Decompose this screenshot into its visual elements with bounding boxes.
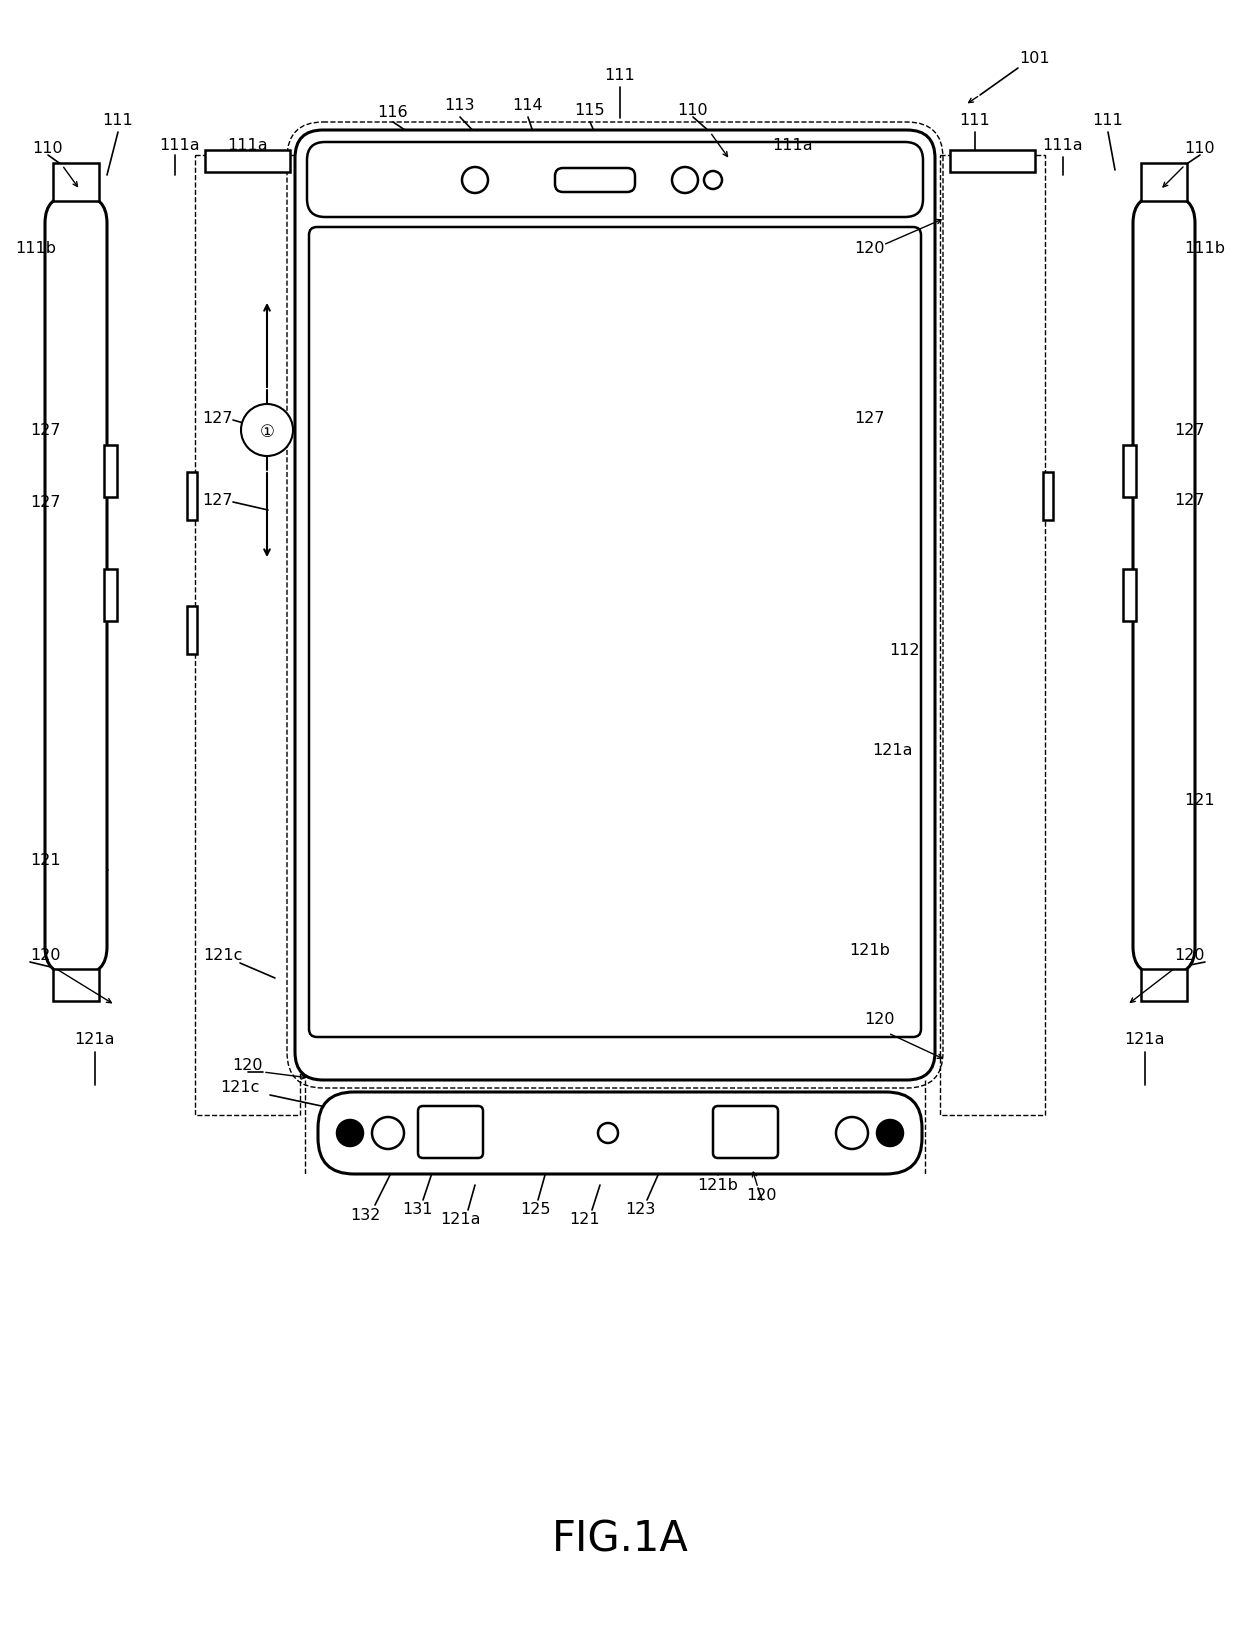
Text: 111a: 111a	[228, 137, 268, 152]
Text: 115: 115	[574, 103, 605, 118]
Text: 121c: 121c	[221, 1080, 259, 1095]
Text: 120: 120	[864, 1013, 895, 1028]
FancyBboxPatch shape	[45, 194, 107, 975]
Text: 127: 127	[854, 410, 885, 425]
Text: 110: 110	[32, 141, 63, 155]
Circle shape	[836, 1118, 868, 1149]
Text: 116: 116	[378, 105, 408, 119]
Text: 121c: 121c	[203, 948, 243, 962]
FancyBboxPatch shape	[317, 1092, 923, 1173]
Text: 111: 111	[103, 113, 134, 127]
FancyBboxPatch shape	[309, 227, 921, 1038]
Text: 111a: 111a	[160, 137, 201, 152]
FancyBboxPatch shape	[286, 123, 942, 1088]
Text: FIG.1A: FIG.1A	[552, 1520, 688, 1560]
Text: 114: 114	[512, 98, 543, 113]
Text: 113: 113	[445, 98, 475, 113]
Text: 101: 101	[1019, 51, 1050, 65]
Circle shape	[598, 1123, 618, 1144]
Bar	[195, 155, 300, 1114]
Circle shape	[337, 1119, 363, 1145]
Bar	[104, 569, 117, 621]
Text: 125: 125	[520, 1203, 551, 1217]
FancyBboxPatch shape	[308, 142, 923, 217]
Text: 111a: 111a	[773, 137, 813, 152]
Bar	[104, 444, 117, 497]
Text: 121b: 121b	[698, 1178, 739, 1193]
Text: ①: ①	[259, 423, 274, 441]
Text: 121a: 121a	[440, 1212, 480, 1227]
Text: 121b: 121b	[849, 943, 890, 958]
Text: 120: 120	[30, 948, 61, 962]
Text: 132: 132	[350, 1208, 381, 1222]
Text: 121: 121	[30, 853, 61, 868]
Bar	[187, 606, 197, 654]
Text: 127: 127	[1174, 492, 1205, 508]
Text: 111: 111	[1092, 113, 1123, 127]
Text: 131: 131	[403, 1203, 433, 1217]
Bar	[53, 969, 99, 1002]
FancyBboxPatch shape	[1133, 194, 1195, 975]
Circle shape	[463, 167, 489, 193]
Bar	[950, 150, 1035, 172]
Text: 121a: 121a	[1125, 1033, 1166, 1047]
Bar	[940, 155, 1045, 1114]
Text: 111: 111	[960, 113, 991, 127]
Text: 120: 120	[1174, 948, 1205, 962]
Text: 120: 120	[746, 1188, 777, 1203]
Circle shape	[241, 404, 293, 456]
Text: 111b: 111b	[15, 240, 56, 255]
FancyBboxPatch shape	[418, 1106, 484, 1159]
Bar	[1141, 163, 1187, 201]
Circle shape	[672, 167, 698, 193]
Text: 127: 127	[203, 410, 233, 425]
Bar	[1141, 969, 1187, 1002]
Text: 120: 120	[854, 240, 885, 255]
FancyBboxPatch shape	[295, 131, 935, 1080]
Circle shape	[877, 1119, 903, 1145]
Text: 121: 121	[1184, 792, 1215, 807]
FancyBboxPatch shape	[713, 1106, 777, 1159]
Text: 110: 110	[1184, 141, 1215, 155]
Bar	[187, 472, 197, 520]
Text: 112: 112	[889, 642, 920, 657]
Bar	[1123, 569, 1136, 621]
Circle shape	[372, 1118, 404, 1149]
Text: 127: 127	[1174, 423, 1205, 438]
Text: 111a: 111a	[1043, 137, 1084, 152]
Bar	[1043, 472, 1053, 520]
Text: 110: 110	[678, 103, 708, 118]
Text: 123: 123	[625, 1203, 655, 1217]
Circle shape	[704, 172, 722, 190]
Text: 121a: 121a	[873, 742, 913, 758]
Bar	[53, 163, 99, 201]
Bar	[205, 150, 290, 172]
Text: 120: 120	[233, 1057, 263, 1072]
Text: 121: 121	[569, 1212, 600, 1227]
Text: 111b: 111b	[1184, 240, 1225, 255]
Bar	[1123, 444, 1136, 497]
Text: 127: 127	[203, 492, 233, 508]
Text: 121a: 121a	[74, 1033, 115, 1047]
Text: 127: 127	[30, 423, 61, 438]
Text: 111: 111	[605, 67, 635, 82]
Text: 127: 127	[30, 495, 61, 510]
FancyBboxPatch shape	[556, 168, 635, 193]
